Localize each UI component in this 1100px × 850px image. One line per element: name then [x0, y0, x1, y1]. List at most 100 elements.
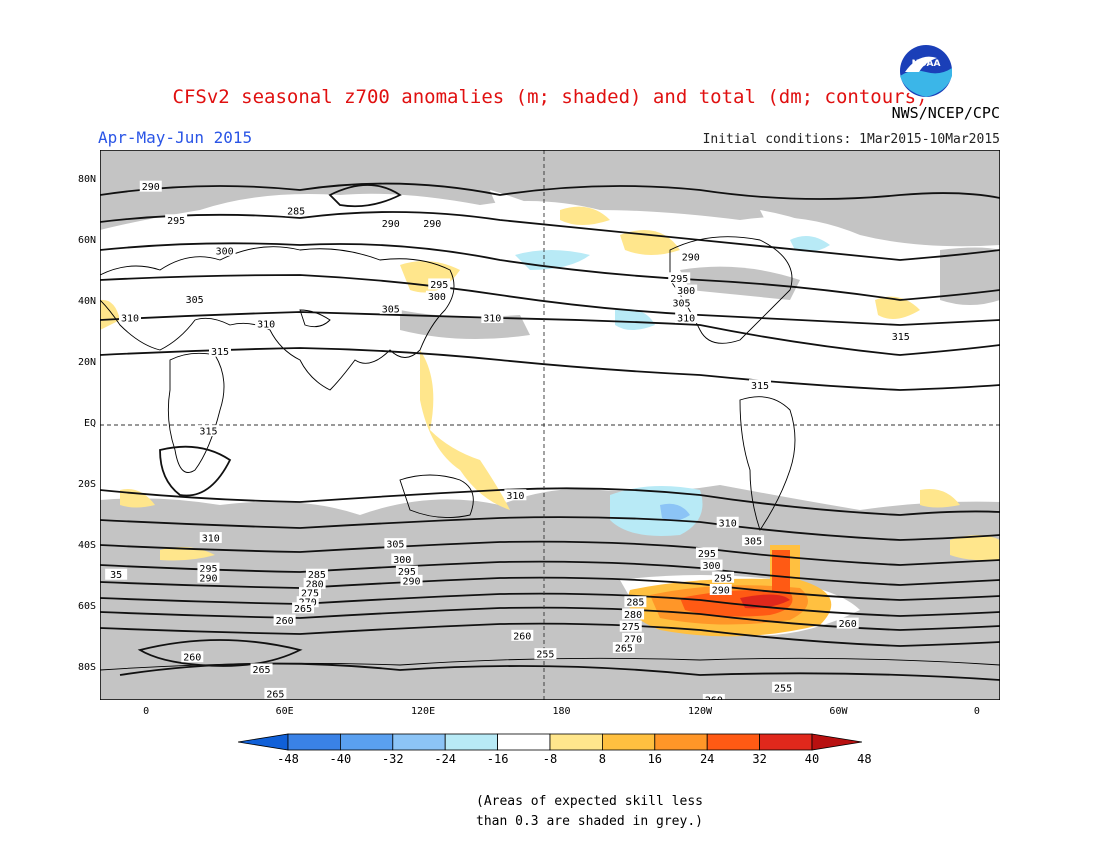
contour-label-bg: [303, 577, 326, 589]
contour-label: 290: [712, 586, 730, 597]
contour-label-bg: [400, 574, 423, 586]
contour-label: 295: [670, 274, 688, 285]
contour-label: 280: [624, 610, 642, 621]
contour-label: 275: [622, 622, 640, 633]
contour-label-bg: [504, 489, 527, 501]
contour-label-bg: [700, 559, 723, 571]
contour-label-bg: [668, 272, 691, 284]
height-contours: [100, 182, 1000, 681]
colorbar-arrow-left: [238, 733, 289, 751]
contour-label-bg: [209, 345, 231, 357]
contour-label: 265: [253, 665, 271, 676]
contour-label: 305: [744, 537, 762, 548]
contour-label: 310: [719, 518, 737, 529]
contour-label-bg: [702, 694, 725, 700]
contour-label: 300: [428, 292, 446, 303]
lon-label: 180: [552, 706, 571, 717]
low-skill-shading: [100, 150, 1000, 700]
contour-label-bg: [273, 614, 296, 626]
contour-label-bg: [199, 532, 222, 544]
contour-label: 260: [183, 653, 201, 664]
contour-label-bg: [299, 587, 321, 599]
skill-note-line1: (Areas of expected skill less: [476, 794, 703, 809]
contour-label: 285: [308, 570, 326, 581]
contour-label: 260: [513, 631, 531, 642]
contour-label: 310: [121, 314, 139, 325]
contour-label-bg: [534, 648, 557, 660]
contour-label: 295: [167, 216, 185, 227]
contour-label-bg: [679, 250, 702, 262]
lat-label: EQ: [83, 418, 96, 429]
contour-label: 280: [306, 579, 324, 590]
contour-label: 275: [301, 589, 319, 600]
contour-label: 315: [211, 347, 229, 358]
contour-label-bg: [139, 180, 162, 192]
contour-label: 300: [393, 555, 411, 566]
contour-label: 255: [774, 683, 792, 694]
agency-label: NWS/NCEP/CPC: [891, 104, 1000, 122]
lon-label: 120W: [687, 706, 713, 717]
contour-label: 310: [257, 320, 275, 331]
contour-label-bg: [197, 562, 220, 574]
contour-label: 285: [626, 598, 644, 609]
colorbar-segment: [444, 733, 498, 751]
contour-label: 285: [287, 207, 305, 218]
lon-label: 0: [143, 706, 150, 717]
contour-label-bg: [670, 296, 693, 308]
contour-label-bg: [183, 293, 206, 305]
lon-label: 60W: [829, 706, 848, 717]
contour-label: 310: [677, 314, 695, 325]
contour-label: 305: [386, 540, 404, 551]
contour-label: 255: [536, 650, 554, 661]
skill-note-line2: than 0.3 are shaded in grey.): [476, 814, 703, 829]
lat-label: 40N: [77, 295, 96, 307]
contour-label: 310: [202, 534, 220, 545]
contour-label-bg: [624, 596, 647, 608]
contour-label: 310: [506, 491, 524, 502]
contour-label: 315: [751, 381, 769, 392]
contour-label: 295: [698, 549, 716, 560]
lat-label: 20N: [77, 356, 96, 368]
contour-label: 290: [382, 219, 400, 230]
contour-label: 295: [398, 567, 416, 578]
lon-label: 60E: [275, 706, 294, 717]
contour-label-bg: [379, 302, 402, 314]
contour-label-bg: [675, 284, 698, 296]
contour-label: 310: [483, 314, 501, 325]
map-title: CFSv2 seasonal z700 anomalies (m; shaded…: [172, 86, 928, 108]
contour-label-bg: [675, 312, 698, 324]
season-label: Apr-May-Jun 2015: [98, 128, 253, 147]
contour-label-bg: [285, 205, 308, 217]
contour-label: 305: [382, 304, 400, 315]
contour-label-bg: [305, 568, 328, 580]
contour-label-bg: [622, 632, 645, 644]
lon-label: 0: [973, 706, 980, 717]
colorbar-label: -8: [542, 752, 558, 766]
contour-label: 295: [430, 280, 448, 291]
contour-label-bg: [622, 608, 645, 620]
contour-label-bg: [612, 642, 635, 654]
colorbar-label: 40: [804, 752, 820, 766]
colorbar-label: -48: [277, 752, 299, 766]
contour-label-bg: [716, 516, 739, 528]
contour-label-bg: [836, 617, 859, 629]
contour-label-bg: [395, 565, 418, 577]
contour-label-bg: [421, 217, 444, 229]
colorbar-segment: [549, 733, 603, 751]
contour-label-bg: [425, 290, 448, 302]
lat-label: 60N: [77, 234, 96, 246]
contour-label-bg: [742, 535, 765, 547]
contour-label-bg: [250, 663, 273, 675]
lat-label: 60S: [77, 601, 96, 613]
contour-label: 270: [624, 634, 642, 645]
contour-label-bg: [619, 620, 642, 632]
contour-label-bg: [197, 425, 220, 437]
contour-label-bg: [255, 318, 278, 330]
contour-label-bg: [197, 571, 220, 583]
contour-label: 35: [110, 570, 122, 581]
contour-label-bg: [296, 596, 319, 608]
colorbar-segment: [706, 733, 761, 751]
lat-label: 80N: [77, 173, 96, 185]
